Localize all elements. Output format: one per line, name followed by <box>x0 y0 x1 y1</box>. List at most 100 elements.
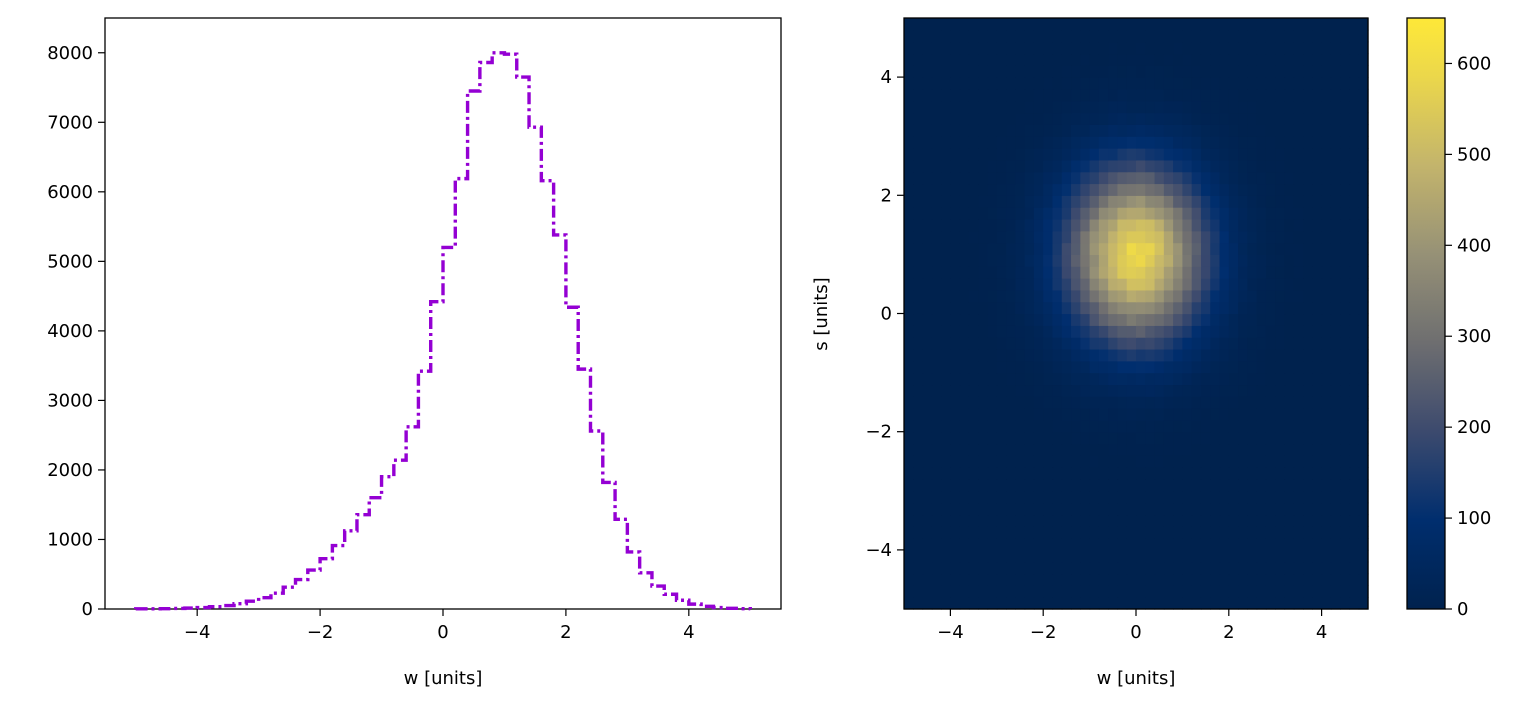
heatmap-cell <box>1043 230 1054 244</box>
heatmap-cell <box>1033 207 1044 220</box>
heatmap-y-tick-label: −4 <box>865 540 892 561</box>
heatmap-cell <box>1061 573 1072 586</box>
heatmap-x-tick-label: −4 <box>937 622 964 643</box>
heatmap-cell <box>1219 549 1230 563</box>
heatmap-cell <box>1303 561 1313 575</box>
heatmap-cell <box>1098 159 1109 173</box>
heatmap-cell <box>1126 325 1137 338</box>
heatmap-cell <box>1117 478 1128 492</box>
heatmap-cell <box>1006 242 1016 255</box>
heatmap-cell <box>1154 207 1165 220</box>
heatmap-cell <box>1247 431 1258 445</box>
heatmap-cell <box>1191 348 1202 362</box>
heatmap-cell <box>1173 207 1183 220</box>
heatmap-cell <box>1071 538 1081 551</box>
heatmap-cell <box>1117 53 1128 66</box>
heatmap-cell <box>913 538 924 551</box>
heatmap-cell <box>968 348 979 362</box>
heatmap-cell <box>959 431 970 445</box>
heatmap-cell <box>1330 53 1341 66</box>
heatmap-cell <box>1145 549 1156 563</box>
heatmap-cell <box>1126 585 1137 598</box>
heatmap-cell <box>1293 29 1304 43</box>
heatmap-cell <box>1071 384 1081 397</box>
heatmap-cell <box>1312 148 1323 161</box>
heatmap-cell <box>996 278 1007 291</box>
heatmap-cell <box>1163 53 1174 66</box>
heatmap-cell <box>1340 408 1351 421</box>
heatmap-cell <box>904 29 914 43</box>
heatmap-cell <box>922 348 933 362</box>
heatmap-cell <box>987 289 998 303</box>
heatmap-cell <box>1275 183 1286 196</box>
heatmap-cell <box>1219 41 1230 55</box>
heatmap-cell <box>1191 585 1202 598</box>
heatmap-cell <box>1182 207 1193 220</box>
heatmap-cell <box>1052 325 1063 338</box>
heatmap-cell <box>1265 65 1276 78</box>
heatmap-cell <box>959 325 970 338</box>
heatmap-cell <box>1238 207 1248 220</box>
histogram-x-axis-label: w [units] <box>404 668 483 689</box>
heatmap-cell <box>1284 502 1295 516</box>
heatmap-cell <box>1293 254 1304 267</box>
heatmap-x-tick-label: 0 <box>1130 622 1141 643</box>
heatmap-cell <box>1117 597 1128 610</box>
heatmap-cell <box>1126 207 1137 220</box>
heatmap-cell <box>1349 538 1360 551</box>
heatmap-cell <box>978 77 989 90</box>
heatmap-cell <box>1089 195 1100 208</box>
heatmap-cell <box>1191 266 1202 279</box>
heatmap-cell <box>1312 171 1323 185</box>
heatmap-cell <box>1312 467 1323 480</box>
heatmap-cell <box>1136 112 1146 125</box>
heatmap-cell <box>1071 29 1081 43</box>
histogram-y-tick-label: 3000 <box>47 390 93 411</box>
heatmap-cell <box>987 348 998 362</box>
heatmap-cell <box>987 337 998 350</box>
heatmap-cell <box>1293 171 1304 185</box>
heatmap-cell <box>1126 254 1137 267</box>
heatmap-cell <box>1173 443 1183 456</box>
heatmap-cell <box>1182 384 1193 397</box>
heatmap-cell <box>1293 65 1304 78</box>
heatmap-cell <box>1052 372 1063 386</box>
heatmap-cell <box>1117 431 1128 445</box>
heatmap-cell <box>1126 230 1137 244</box>
heatmap-cell <box>1228 207 1239 220</box>
heatmap-cell <box>1247 183 1258 196</box>
heatmap-cell <box>1173 183 1183 196</box>
heatmap-cell <box>941 443 951 456</box>
heatmap-cell <box>1182 266 1193 279</box>
heatmap-cell <box>1071 431 1081 445</box>
heatmap-cell <box>1228 526 1239 539</box>
heatmap-cell <box>1015 112 1026 125</box>
heatmap-cell <box>1312 372 1323 386</box>
heatmap-cell <box>1033 183 1044 196</box>
heatmap-cell <box>1228 301 1239 315</box>
heatmap-cell <box>1182 124 1193 137</box>
heatmap-cell <box>1275 443 1286 456</box>
heatmap-cell <box>1284 325 1295 338</box>
heatmap-cell <box>1321 301 1332 315</box>
heatmap-cell <box>1275 100 1286 114</box>
heatmap-cell <box>1303 549 1313 563</box>
heatmap-cell <box>1098 100 1109 114</box>
heatmap-cell <box>1349 65 1360 78</box>
heatmap-cell <box>1043 337 1054 350</box>
heatmap-cell <box>978 431 989 445</box>
heatmap-cell <box>1145 443 1156 456</box>
heatmap-cell <box>904 77 914 90</box>
heatmap-cell <box>1136 360 1146 374</box>
heatmap-cell <box>1061 53 1072 66</box>
heatmap-cell <box>1173 53 1183 66</box>
heatmap-cell <box>1256 325 1267 338</box>
heatmap-cell <box>1349 431 1360 445</box>
heatmap-cell <box>950 325 961 338</box>
heatmap-cell <box>1191 159 1202 173</box>
heatmap-cell <box>1043 526 1054 539</box>
heatmap-cell <box>1145 396 1156 409</box>
heatmap-cell <box>1340 183 1351 196</box>
heatmap-cell <box>959 207 970 220</box>
heatmap-cell <box>1080 136 1091 149</box>
